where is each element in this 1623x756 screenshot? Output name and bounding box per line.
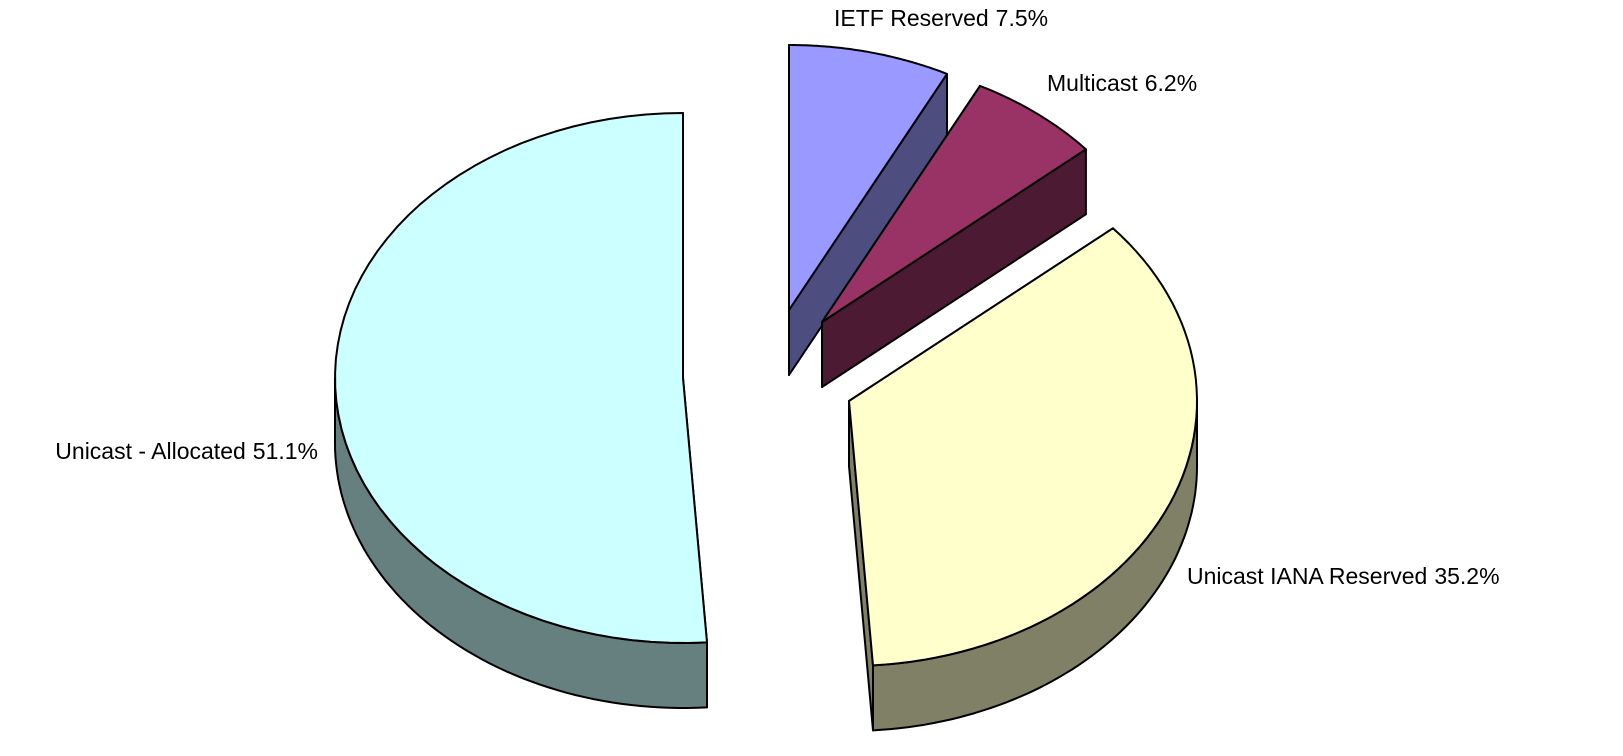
slice-top xyxy=(821,84,1087,323)
slice-label: Multicast 6.2% xyxy=(1047,70,1197,96)
slice-label: Unicast - Allocated 51.1% xyxy=(55,438,318,464)
slice-label: Unicast IANA Reserved 35.2% xyxy=(1187,563,1500,589)
value-label: 7.5% xyxy=(996,5,1048,31)
category-label: Unicast - Allocated xyxy=(55,438,245,464)
slice-top xyxy=(848,227,1198,667)
slice-label: IETF Reserved 7.5% xyxy=(834,5,1048,31)
value-label: 6.2% xyxy=(1145,70,1197,96)
slice xyxy=(821,84,1087,388)
category-label: Multicast xyxy=(1047,70,1138,96)
value-label: 35.2% xyxy=(1434,563,1499,589)
slice-top xyxy=(788,44,948,311)
category-label: Unicast IANA Reserved xyxy=(1187,563,1427,589)
category-label: IETF Reserved xyxy=(834,5,989,31)
slice-top xyxy=(334,112,708,644)
value-label: 51.1% xyxy=(253,438,318,464)
slice xyxy=(788,44,948,376)
slice xyxy=(848,227,1198,732)
slice xyxy=(334,112,708,709)
